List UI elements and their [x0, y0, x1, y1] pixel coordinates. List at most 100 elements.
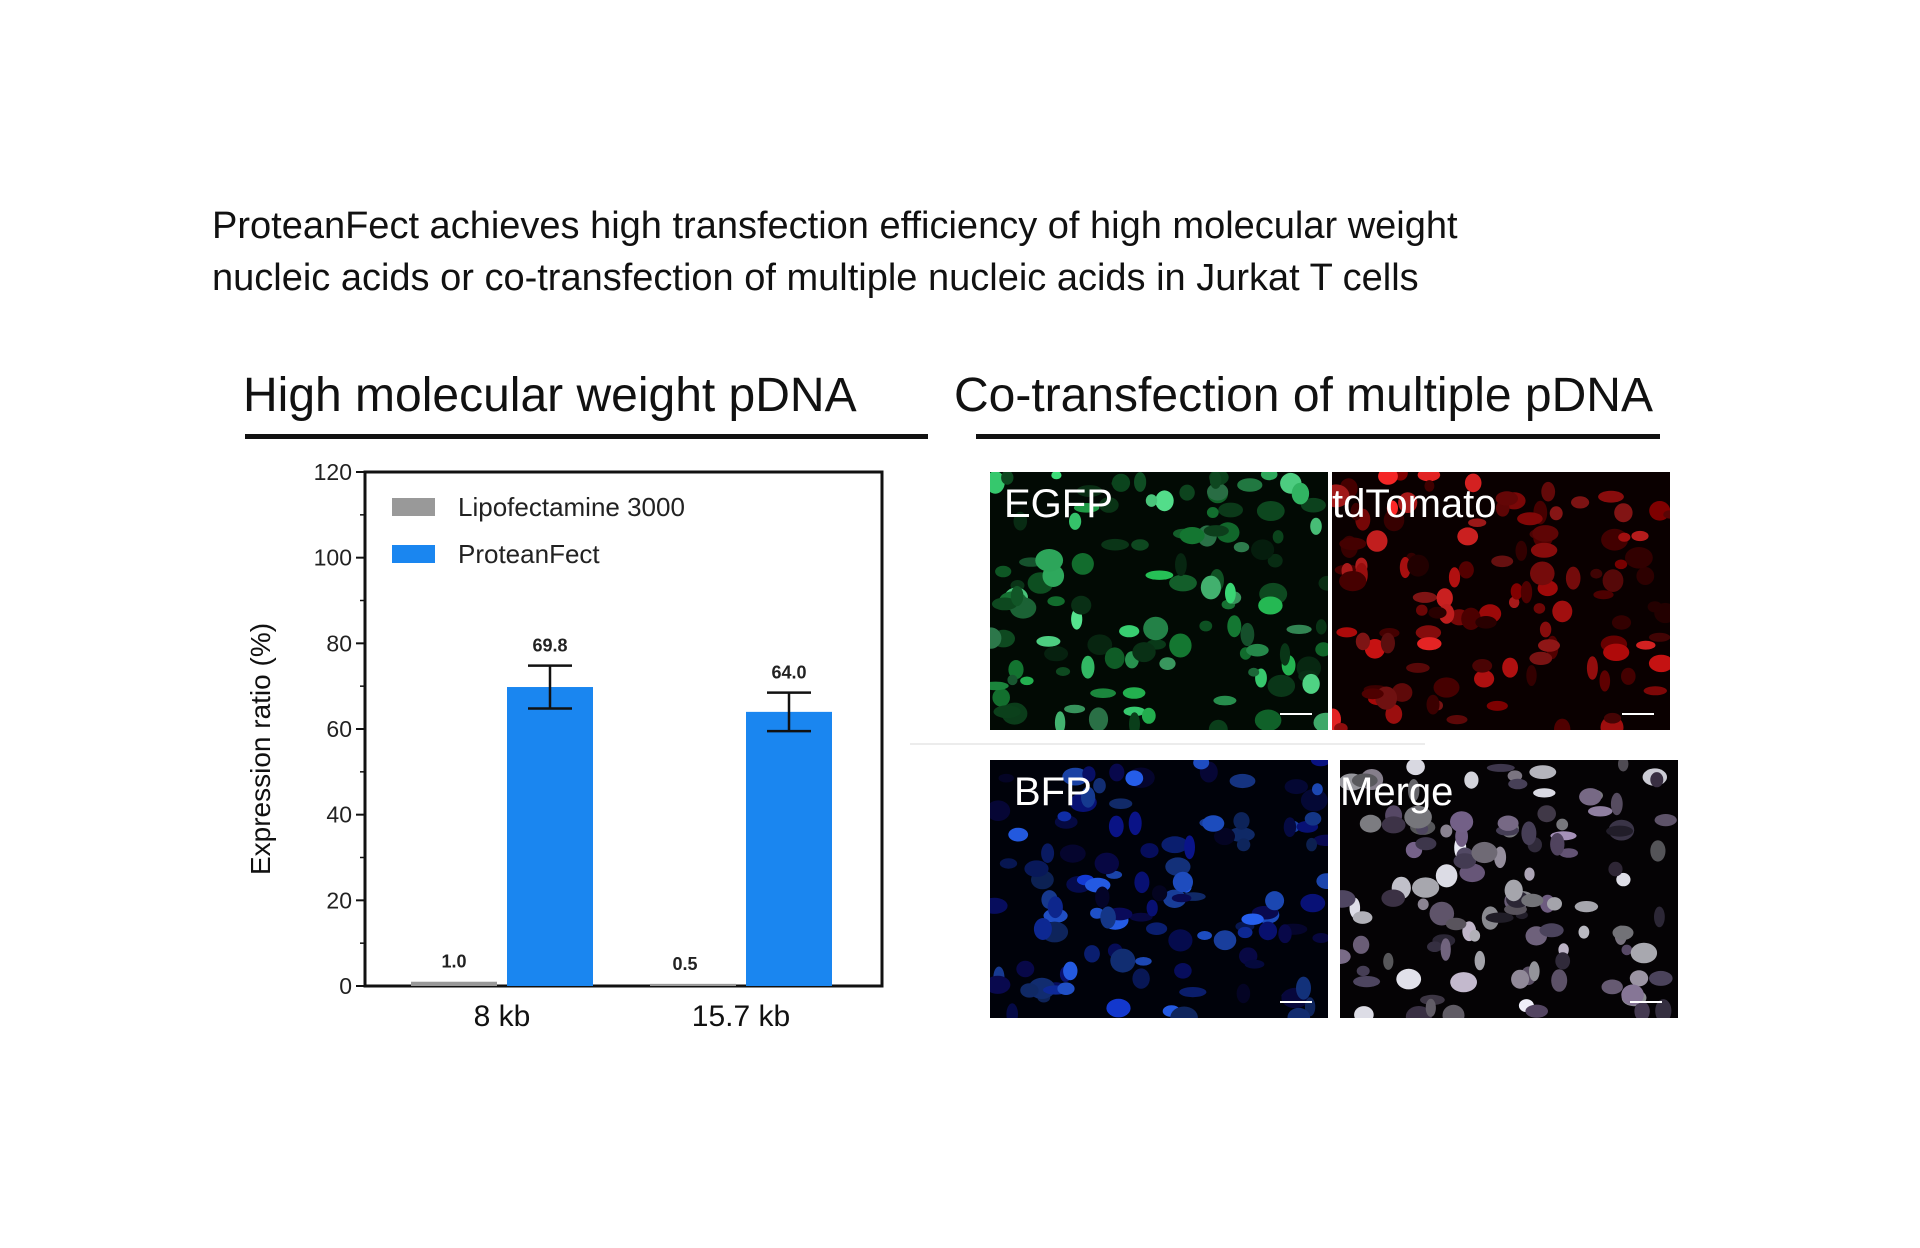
cell — [1406, 760, 1425, 776]
cell — [1461, 607, 1481, 630]
cell — [1427, 941, 1443, 952]
x-tick-label: 8 kb — [474, 1000, 531, 1033]
cell — [1218, 502, 1243, 518]
cell — [1258, 596, 1283, 615]
cell — [1508, 778, 1528, 790]
cell — [1155, 490, 1174, 512]
cell — [1278, 924, 1292, 944]
cell — [1629, 970, 1649, 987]
cell — [1538, 639, 1560, 652]
cell — [1610, 792, 1623, 816]
cell — [1440, 824, 1453, 838]
bfp-micrograph: BFP — [990, 760, 1328, 1018]
cell — [1539, 923, 1564, 938]
y-tick-label: 40 — [326, 802, 352, 828]
cell — [1152, 885, 1168, 902]
cell — [1213, 930, 1237, 951]
cell — [1193, 760, 1210, 770]
cell — [1302, 673, 1320, 694]
bfp-label: BFP — [1014, 770, 1092, 814]
cell — [1041, 843, 1055, 863]
cell — [1145, 494, 1158, 507]
cell — [1110, 948, 1136, 973]
cell — [1020, 676, 1034, 686]
cell — [1412, 591, 1437, 603]
cell — [1122, 687, 1146, 699]
cell — [1547, 897, 1562, 911]
cell — [1351, 773, 1378, 788]
cell — [1471, 841, 1498, 864]
cell — [1458, 561, 1474, 579]
cell — [1551, 969, 1568, 992]
scale-bar — [1280, 713, 1312, 715]
cell — [1057, 811, 1072, 822]
cell — [990, 800, 1011, 821]
cell — [1161, 836, 1189, 854]
cell — [1313, 712, 1328, 730]
cell — [1013, 511, 1028, 531]
cell — [1643, 686, 1667, 696]
cell — [1529, 651, 1553, 665]
cell — [1100, 906, 1116, 929]
cell — [1007, 674, 1018, 686]
cell — [1442, 1004, 1465, 1018]
cell — [1134, 871, 1150, 894]
cell — [1469, 929, 1481, 942]
cell — [1406, 662, 1430, 673]
cell — [992, 688, 1010, 707]
cell — [1415, 625, 1442, 640]
cell — [1128, 811, 1142, 836]
cell — [1129, 912, 1153, 922]
cell — [998, 773, 1014, 783]
cell — [1073, 503, 1100, 513]
cell — [1184, 835, 1195, 860]
cell — [1081, 655, 1095, 679]
cell — [1203, 525, 1229, 537]
tdtomato-micrograph: tdTomato — [1332, 472, 1670, 730]
cell — [1132, 968, 1150, 989]
cell — [1020, 983, 1039, 998]
cell — [1306, 837, 1317, 852]
legend-swatch-1 — [392, 545, 435, 563]
cell — [1359, 814, 1382, 833]
cell — [1515, 540, 1528, 561]
egfp-cells — [990, 472, 1328, 730]
cell — [1111, 473, 1131, 492]
egfp-micrograph: EGFP — [990, 472, 1328, 730]
y-tick-label: 80 — [326, 630, 352, 656]
cell — [1625, 547, 1653, 569]
cell — [1168, 929, 1193, 952]
cell — [1611, 615, 1632, 630]
cell — [999, 858, 1018, 869]
data-label: 64.0 — [771, 663, 806, 683]
cell — [1507, 770, 1523, 782]
cell — [1383, 509, 1405, 532]
cell — [1511, 969, 1530, 989]
egfp-label: EGFP — [1004, 482, 1113, 526]
cell — [1146, 922, 1168, 935]
cell — [1539, 621, 1552, 638]
cell — [1135, 957, 1152, 966]
cell — [1446, 715, 1468, 725]
cell — [1208, 719, 1228, 730]
left-section-underline — [245, 434, 928, 439]
cell — [1426, 694, 1440, 715]
cell — [1453, 853, 1477, 869]
cell — [1574, 901, 1599, 913]
cell — [1119, 625, 1140, 638]
cell — [1267, 553, 1283, 568]
cell — [1225, 582, 1236, 604]
cell — [1408, 779, 1420, 802]
cell — [1179, 484, 1195, 501]
cell — [1593, 590, 1614, 600]
cell — [1450, 972, 1477, 993]
cell — [1248, 667, 1260, 677]
tdtomato-label: tdTomato — [1332, 482, 1497, 526]
cell — [1179, 527, 1205, 545]
cell — [1094, 852, 1119, 875]
cell — [1082, 766, 1096, 782]
cell — [1057, 982, 1075, 995]
cell — [1090, 688, 1116, 698]
cell — [1202, 815, 1225, 832]
